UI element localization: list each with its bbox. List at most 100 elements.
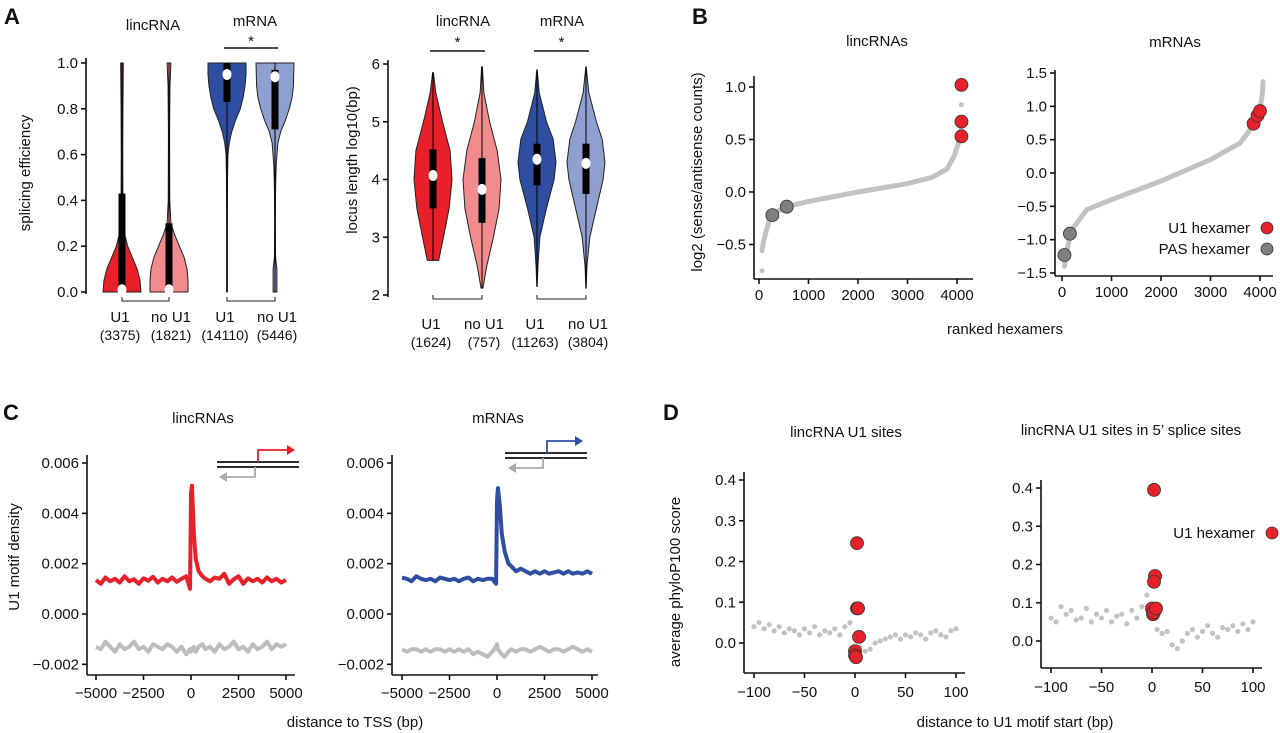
background-point [842, 624, 848, 630]
chart-5: −0.002 0.000 0.002 0.004 0.006 −5000 −2500 0 250… [338, 455, 609, 702]
x-tick-label: 100 [1240, 679, 1265, 696]
d-y-axis-label: average phyloP100 score [667, 497, 684, 667]
u1-hexamer-point [849, 650, 863, 665]
d-x-axis-label: distance to U1 motif start (bp) [917, 714, 1114, 731]
background-point [1230, 623, 1236, 629]
background-point [1048, 615, 1054, 621]
y-tick-label: 0.5 [1026, 132, 1047, 149]
y-tick-label: −0.5 [1017, 198, 1047, 215]
background-point [1114, 613, 1120, 619]
x-tick-label: −5000 [381, 685, 423, 702]
c-y-axis-label: U1 motif density [6, 503, 23, 611]
background-point [1184, 630, 1190, 636]
y-tick-label: −1.5 [1017, 265, 1047, 282]
y-tick-label: 0.006 [41, 455, 79, 472]
background-point [902, 632, 909, 638]
x-tick-label: −100 [1034, 679, 1068, 696]
y-tick-label: 0.5 [725, 132, 746, 149]
background-point [1204, 623, 1211, 629]
y-tick-label: 0.000 [41, 606, 79, 623]
d2-title: lincRNA U1 sites in 5’ splice sites [1021, 422, 1241, 439]
x-tick-label: 1000 [792, 287, 825, 304]
c1-gene-diagram-icon [217, 445, 299, 482]
background-point [806, 630, 813, 636]
panel-letter-d: D [663, 400, 679, 425]
background-point [1068, 607, 1074, 614]
iqr-box [271, 69, 279, 130]
significance-star: * [559, 34, 565, 51]
y-tick-label: 1.0 [57, 55, 78, 72]
median-marker [270, 71, 280, 83]
pair-bracket [226, 297, 276, 302]
count-label: (1624) [411, 334, 451, 350]
a2-group-title-lincrna: lincRNA [436, 13, 490, 30]
background-point [1063, 611, 1069, 617]
x-tick-label: 2500 [222, 685, 255, 702]
background-point [877, 638, 883, 644]
significance-star: * [248, 33, 254, 50]
background-point [1053, 619, 1059, 625]
background-hexamer-curve [1061, 79, 1266, 269]
iqr-box [118, 193, 126, 292]
background-point [1119, 611, 1125, 617]
background-point [1245, 626, 1251, 633]
iqr-box [223, 63, 231, 102]
x-tick-label: −100 [737, 684, 771, 701]
x-tick-label: −50 [792, 684, 817, 701]
x-tick-label: 100 [943, 684, 968, 701]
y-tick-label: 0.4 [715, 472, 736, 489]
background-point [1235, 628, 1241, 635]
y-tick-label: 1.0 [1026, 98, 1047, 115]
background-point [801, 626, 808, 632]
y-tick-label: 0.004 [41, 505, 79, 522]
y-tick-label: 0.1 [715, 594, 736, 611]
x-tick-label: 3000 [1194, 284, 1227, 301]
d-legend-u1-marker [1265, 526, 1279, 540]
background-point [1083, 605, 1089, 612]
background-point [756, 620, 762, 626]
y-tick-label: 4 [372, 172, 380, 189]
median-marker [222, 68, 232, 80]
x-tick-label: 4000 [940, 287, 973, 304]
a1-group-title-mrna: mRNA [233, 13, 277, 30]
pas-hexamer-point [779, 199, 794, 214]
background-point [1210, 630, 1216, 636]
x-tick-label: 5000 [575, 685, 608, 702]
x-tick-label: 3000 [891, 287, 924, 304]
count-label: (3804) [568, 334, 608, 350]
y-tick-label: 0.6 [57, 147, 78, 164]
u1-hexamer-point [1149, 601, 1163, 616]
iqr-box [165, 223, 173, 292]
category-label: no U1 [257, 309, 297, 326]
y-tick-label: 0.0 [715, 635, 736, 652]
b-legend-u1-label: U1 hexamer [1168, 220, 1250, 237]
x-tick-label: 0 [187, 685, 195, 702]
background-point [1134, 615, 1140, 621]
background-point [1179, 638, 1185, 644]
x-tick-label: 0 [851, 684, 859, 701]
background-point [953, 626, 959, 632]
background-point [1189, 626, 1195, 633]
x-tick-label: 0 [1148, 679, 1156, 696]
median-marker [477, 183, 487, 195]
background-point [759, 268, 765, 274]
y-tick-label: −1.0 [1017, 232, 1047, 249]
y-tick-label: −0.5 [716, 237, 746, 254]
background-point [1164, 628, 1170, 635]
category-label: no U1 [568, 316, 608, 333]
y-tick-label: 0.0 [1012, 633, 1033, 650]
y-tick-label: 3 [372, 229, 380, 246]
x-tick-label: 2000 [1144, 284, 1177, 301]
background-point [1058, 603, 1064, 610]
a2-y-axis-label: locus length log10(bp) [344, 86, 361, 234]
b-legend-pas-label: PAS hexamer [1159, 241, 1250, 258]
c2-gene-diagram-icon [505, 436, 587, 473]
background-point [1240, 621, 1246, 627]
background-point [933, 628, 939, 634]
x-tick-label: 1000 [1095, 284, 1128, 301]
y-tick-label: 0.2 [1012, 557, 1033, 574]
y-tick-label: 5 [372, 114, 380, 131]
background-point [872, 640, 878, 646]
significance-star: * [455, 34, 461, 51]
background-point [837, 632, 843, 638]
